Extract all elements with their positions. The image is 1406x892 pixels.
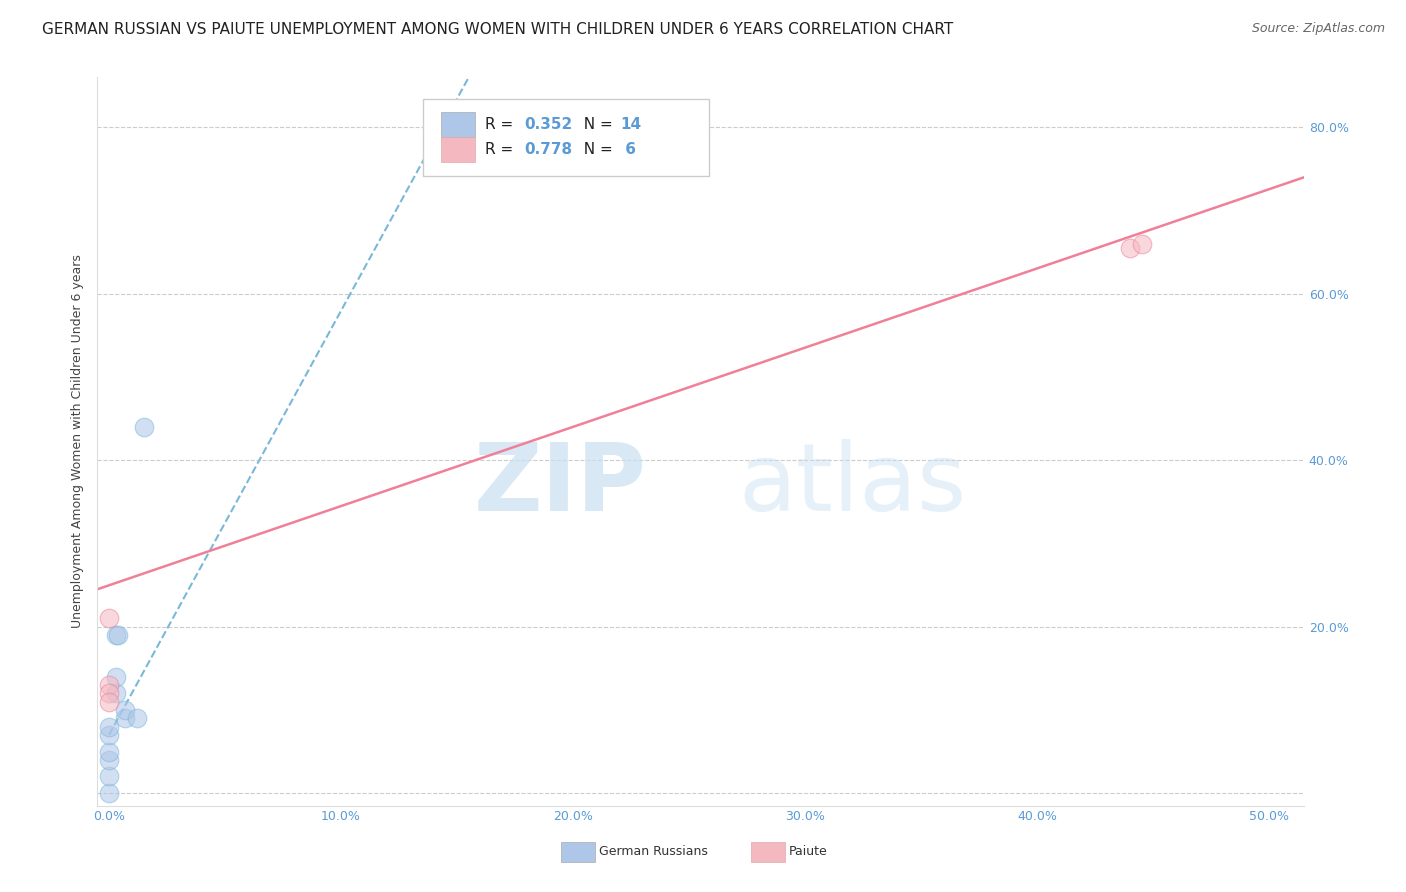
Point bbox=[1119, 241, 1142, 255]
Text: R =: R = bbox=[485, 143, 519, 157]
Point bbox=[98, 686, 121, 700]
Point bbox=[105, 670, 128, 684]
Text: atlas: atlas bbox=[738, 439, 966, 532]
Point bbox=[98, 695, 121, 709]
Point bbox=[98, 611, 121, 625]
Point bbox=[98, 728, 121, 742]
Text: GERMAN RUSSIAN VS PAIUTE UNEMPLOYMENT AMONG WOMEN WITH CHILDREN UNDER 6 YEARS CO: GERMAN RUSSIAN VS PAIUTE UNEMPLOYMENT AM… bbox=[42, 22, 953, 37]
Point bbox=[114, 711, 136, 725]
Point bbox=[98, 753, 121, 767]
Text: German Russians: German Russians bbox=[599, 846, 707, 858]
Y-axis label: Unemployment Among Women with Children Under 6 years: Unemployment Among Women with Children U… bbox=[72, 254, 84, 629]
Point bbox=[105, 628, 128, 642]
Point bbox=[98, 786, 121, 800]
Point bbox=[1130, 236, 1153, 251]
Text: R =: R = bbox=[485, 118, 519, 132]
Text: 0.352: 0.352 bbox=[524, 118, 572, 132]
Text: 6: 6 bbox=[620, 143, 636, 157]
Point bbox=[125, 711, 148, 725]
Point bbox=[132, 420, 155, 434]
Text: ZIP: ZIP bbox=[474, 439, 647, 532]
Point bbox=[98, 678, 121, 692]
Text: 0.778: 0.778 bbox=[524, 143, 572, 157]
Point bbox=[105, 686, 128, 700]
Text: Paiute: Paiute bbox=[789, 846, 828, 858]
Text: Source: ZipAtlas.com: Source: ZipAtlas.com bbox=[1251, 22, 1385, 36]
Point bbox=[107, 628, 129, 642]
Point bbox=[98, 770, 121, 784]
Text: N =: N = bbox=[574, 118, 617, 132]
Point bbox=[114, 703, 136, 717]
Point bbox=[98, 720, 121, 734]
Text: 14: 14 bbox=[620, 118, 641, 132]
Point bbox=[98, 745, 121, 759]
Text: N =: N = bbox=[574, 143, 617, 157]
